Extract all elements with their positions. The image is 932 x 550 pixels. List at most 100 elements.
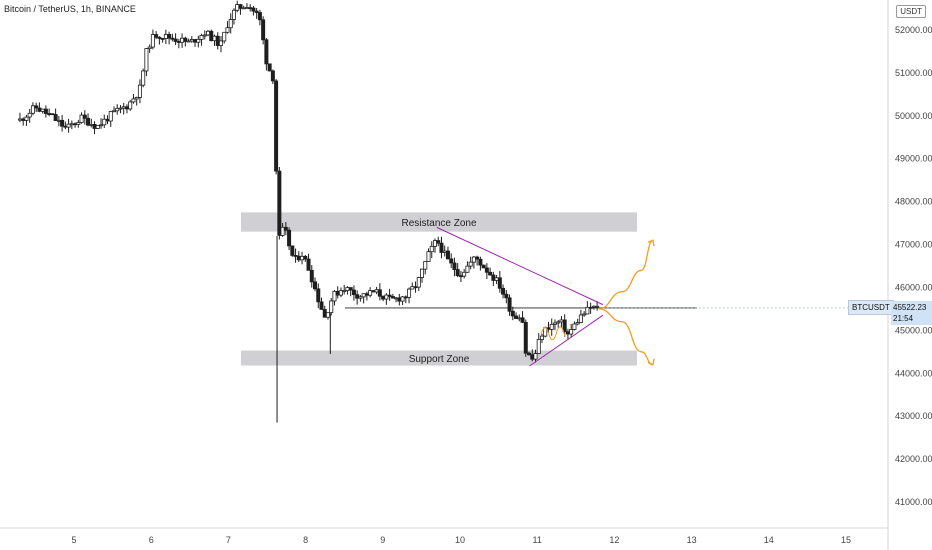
candle-body [257,12,262,21]
candle-body [484,267,489,273]
y-tick-label: 42000.00 [895,454,932,464]
candle-body [471,256,476,263]
candle-body [504,293,509,299]
ascending-trendline [529,314,604,367]
candle-body [108,111,113,122]
candle-body [591,305,596,308]
candle-body [202,34,207,37]
candle-body [124,106,129,110]
candle-body [63,125,68,128]
candle-body [215,35,220,46]
candle-body [397,297,402,302]
candle-body [348,287,353,291]
candle-body [436,240,441,244]
candle-body [423,261,428,270]
resistance-zone [241,212,637,232]
currency-badge[interactable]: USDT [896,5,926,18]
candle-body [137,84,142,98]
candle-body [66,123,71,128]
candle-body [455,269,460,277]
internal-projection [540,326,566,341]
candle-body [30,105,35,114]
candle-body [34,105,39,109]
bullish-arrowhead [647,239,655,247]
candle-body [82,114,87,119]
candle-body [377,289,382,297]
symbol-tag: BTCUSDT [848,300,894,315]
candle-body [150,34,155,48]
candle-body [322,309,327,318]
candle-body [445,250,450,260]
candle-body [387,294,392,297]
x-tick-label: 8 [303,535,308,545]
candle-body [335,290,340,296]
candle-body [488,271,493,276]
y-tick-label: 48000.00 [895,197,932,207]
candle-body [533,353,538,360]
candle-body [254,10,259,13]
candle-body [565,331,570,335]
last-price-tag: 45522.23 21:54 [891,301,932,325]
candle-body [316,288,321,303]
candle-body [410,286,415,290]
candle-body [228,19,233,29]
candle-body [47,113,52,115]
x-tick-label: 10 [455,535,465,545]
candle-body [342,290,347,292]
candle-body [76,122,81,125]
candle-body [176,41,181,43]
candle-body [319,301,324,310]
candle-body [131,98,136,103]
candle-body [144,48,149,72]
candle-body [270,70,275,82]
candle-body [420,268,425,278]
descending-trendline [436,226,604,306]
candle-body [241,7,246,10]
y-tick-label: 46000.00 [895,282,932,292]
candle-body [277,170,282,236]
chart-title: Bitcoin / TetherUS, 1h, BINANCE [4,4,136,14]
candle-body [225,27,230,33]
candle-body [381,295,386,300]
candle-body [69,123,74,126]
candle-body [371,290,376,293]
candle-body [193,39,198,43]
candle-body [481,264,486,269]
candle-body [520,317,525,323]
candle-body [56,119,61,122]
candle-body [37,107,42,112]
candle-body [325,312,330,318]
candle-body [374,289,379,293]
y-tick-label: 50000.00 [895,111,932,121]
candle-body [95,125,100,129]
candle-body [167,34,172,39]
candle-body [595,305,600,308]
candle-body [442,250,447,253]
candle-body [549,323,554,330]
candle-body [134,97,139,100]
candle-body [306,258,311,271]
candle-body [303,255,308,260]
last-price-value: 45522.23 [893,303,927,312]
candle-body [173,38,178,42]
candle-body [244,7,249,10]
candle-body [274,80,279,172]
x-tick-label: 11 [533,535,542,545]
candle-body [218,40,223,46]
y-tick-label: 44000.00 [895,368,932,378]
candle-body [157,36,162,39]
y-tick-label: 52000.00 [895,25,932,35]
candle-body [121,106,126,109]
candle-body [355,294,360,299]
candle-body [212,35,217,42]
candle-body [231,9,236,20]
candle-body [514,315,519,319]
candle-body [364,293,369,296]
candle-body [102,118,107,126]
candle-body [562,319,567,333]
x-tick-label: 7 [226,535,231,545]
candle-body [92,123,97,129]
support-zone-label: Support Zone [409,354,470,365]
candle-body [313,281,318,290]
